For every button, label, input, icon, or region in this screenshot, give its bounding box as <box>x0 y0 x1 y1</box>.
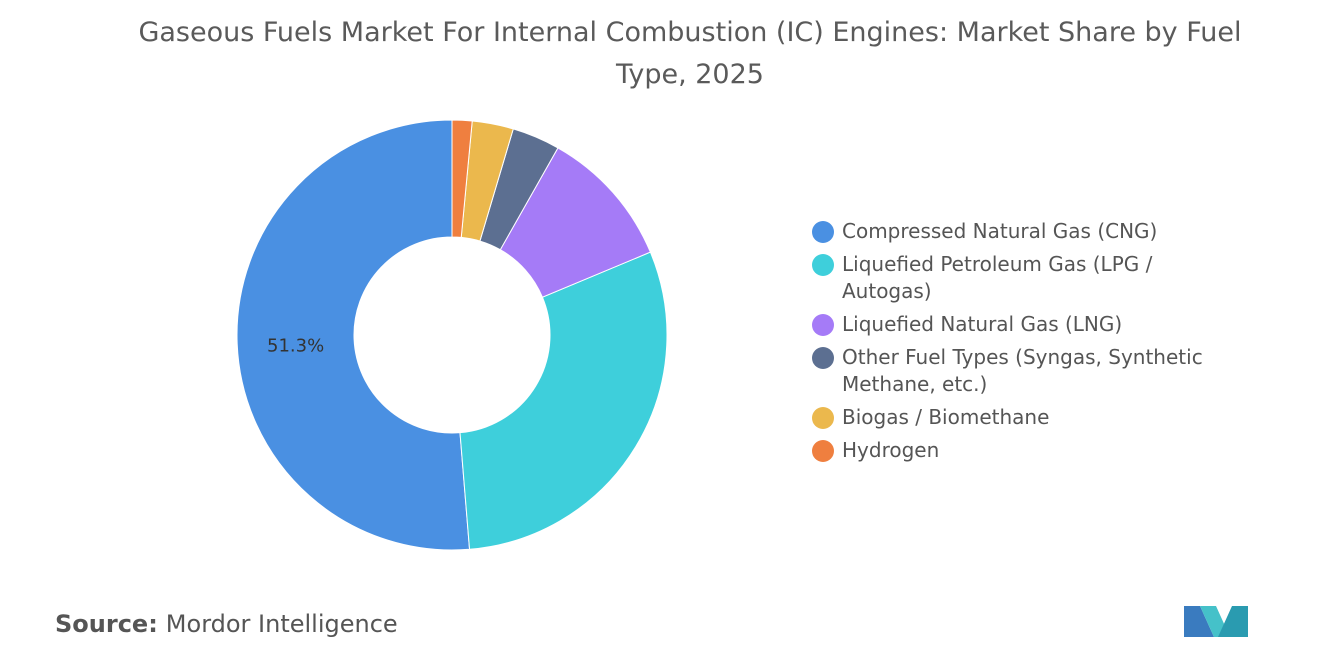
legend-item: Biogas / Biomethane <box>812 404 1282 431</box>
legend-swatch <box>812 440 834 462</box>
slice <box>236 119 471 551</box>
slice <box>451 119 473 238</box>
legend-swatch <box>812 254 834 276</box>
legend-item: Liquefied Petroleum Gas (LPG / Autogas) <box>812 251 1282 305</box>
legend-label: Biogas / Biomethane <box>842 405 1050 429</box>
chart-title: Gaseous Fuels Market For Internal Combus… <box>138 17 1242 90</box>
slice <box>459 251 668 550</box>
source: Source: Mordor Intelligence <box>55 610 398 638</box>
legend: Compressed Natural Gas (CNG) Liquefied Pe… <box>812 218 1282 470</box>
legend-swatch <box>812 221 834 243</box>
legend-swatch <box>812 347 834 369</box>
legend-label: Liquefied Natural Gas (LNG) <box>842 312 1123 336</box>
legend-item: Compressed Natural Gas (CNG) <box>812 218 1282 245</box>
data-label: 51.3% <box>267 335 324 356</box>
legend-item: Hydrogen <box>812 437 1282 464</box>
source-label: Source: <box>55 610 158 638</box>
logo <box>1184 606 1248 637</box>
legend-label: Other Fuel Types (Syngas, Synthetic Meth… <box>842 345 1203 396</box>
legend-label: Compressed Natural Gas (CNG) <box>842 219 1158 243</box>
legend-swatch <box>812 314 834 336</box>
legend-label: Hydrogen <box>842 438 940 462</box>
legend-item: Other Fuel Types (Syngas, Synthetic Meth… <box>812 344 1282 398</box>
legend-item: Liquefied Natural Gas (LNG) <box>812 311 1282 338</box>
legend-swatch <box>812 407 834 429</box>
source-text: Mordor Intelligence <box>165 610 398 638</box>
legend-label: Liquefied Petroleum Gas (LPG / Autogas) <box>842 252 1153 303</box>
